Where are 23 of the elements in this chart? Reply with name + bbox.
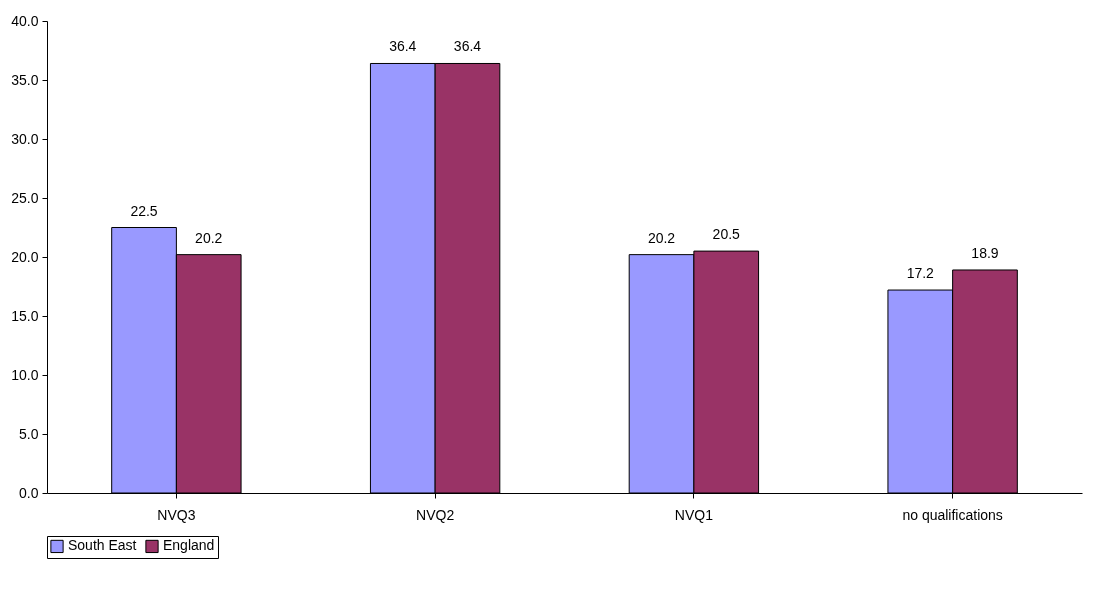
data-label: 22.5	[130, 202, 158, 219]
x-tick-label: NVQ3	[157, 506, 196, 523]
x-tick-label: no qualifications	[902, 506, 1003, 523]
y-tick-label: 10.0	[11, 366, 39, 383]
data-label: 36.4	[389, 38, 417, 55]
y-tick-label: 30.0	[11, 130, 39, 147]
data-label: 20.2	[647, 229, 676, 246]
y-tick-label: 35.0	[11, 71, 39, 88]
x-tick-label: NVQ2	[416, 506, 455, 523]
data-label: 18.9	[971, 244, 999, 261]
y-tick-label: 20.0	[11, 248, 39, 265]
y-tick-label: 40.0	[11, 12, 39, 29]
data-label: 20.5	[712, 226, 741, 243]
y-tick-label: 15.0	[11, 307, 39, 324]
legend-label: South East	[68, 537, 137, 554]
data-label: 36.4	[453, 38, 482, 55]
y-tick-label: 5.0	[19, 425, 39, 442]
x-tick-label: NVQ1	[674, 506, 714, 523]
y-tick-label: 0.0	[19, 484, 39, 501]
data-label: 20.2	[195, 229, 223, 246]
y-tick-label: 25.0	[11, 189, 39, 206]
data-label: 17.2	[906, 265, 935, 282]
legend-label: England	[163, 537, 215, 554]
